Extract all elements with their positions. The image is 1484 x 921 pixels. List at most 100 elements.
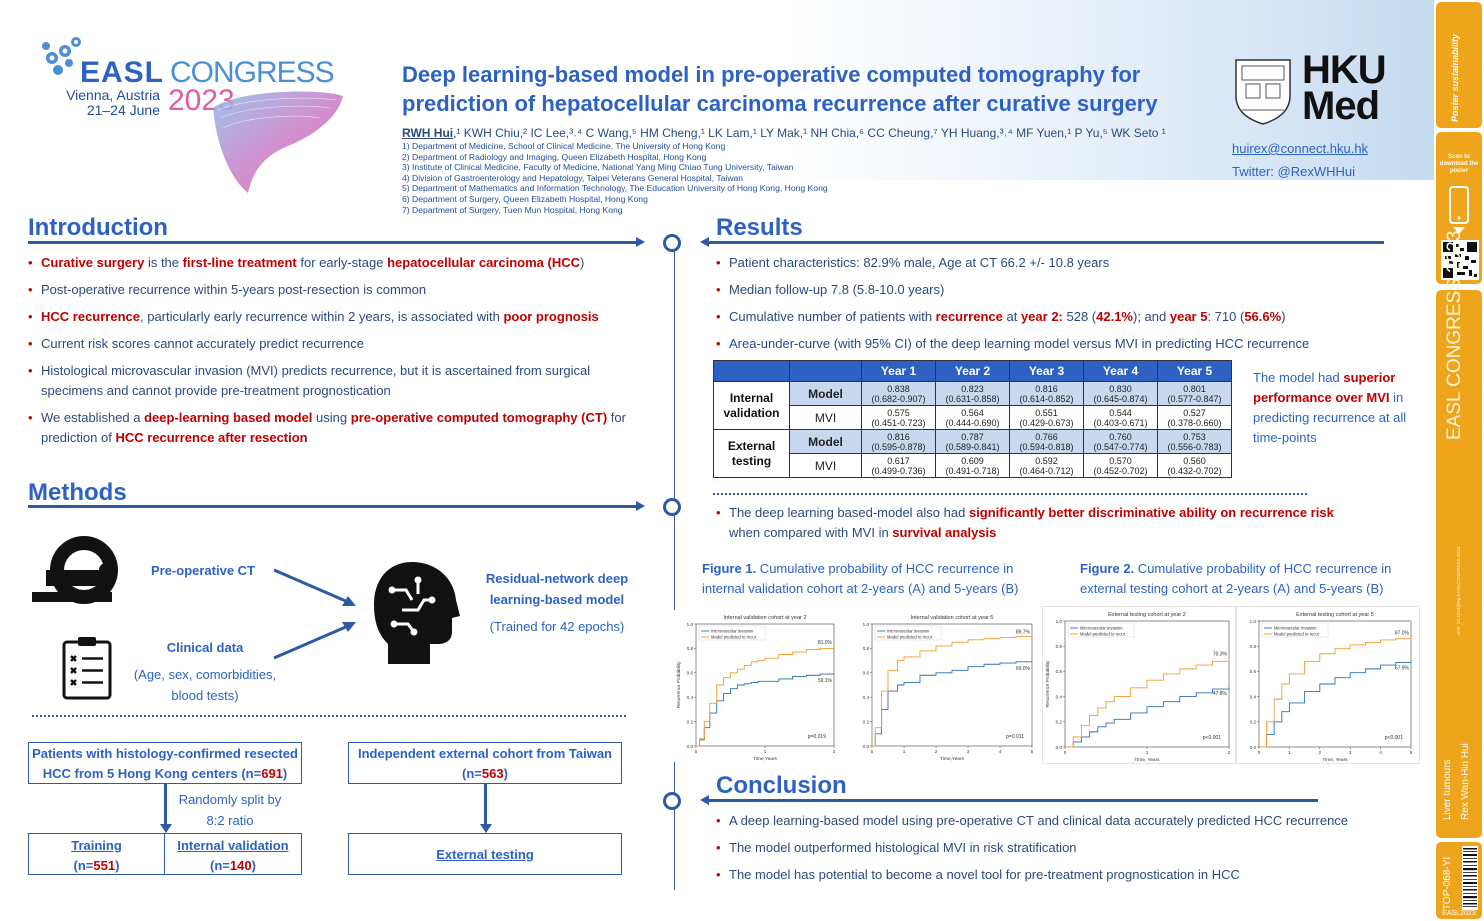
list-item: The model outperformed histological MVI …: [716, 838, 1356, 858]
table-cell: 0.766 (0.594-0.818): [1009, 429, 1084, 454]
qr-code-icon[interactable]: [1441, 240, 1479, 280]
y-tick-label: 0.0: [687, 744, 694, 749]
results-heading: Results: [716, 214, 803, 241]
data-label: 81.0%: [818, 640, 833, 646]
table-cell: 0.551 (0.429-0.673): [1009, 405, 1084, 430]
table-cell: 0.816 (0.614-0.852): [1009, 381, 1084, 406]
table-cell: 0.760 (0.547-0.774): [1083, 429, 1158, 454]
y-tick-label: 0.2: [863, 719, 870, 724]
list-item: HCC recurrence, particularly early recur…: [28, 307, 648, 327]
taiwan-cohort-box: Independent external cohort from Taiwan …: [348, 742, 622, 784]
column-header: Year 4: [1083, 360, 1158, 382]
table-cell: 0.564 (0.444-0.690): [935, 405, 1010, 430]
series-line: [696, 673, 835, 747]
section-rule: [28, 241, 642, 244]
hk-cohort-box: Patients with histology-confirmed resect…: [28, 742, 302, 784]
sustainability-text: Poster sustainability: [1450, 33, 1460, 122]
logo-city: Vienna, Austria: [66, 87, 160, 103]
list-item: Patient characteristics: 82.9% male, Age…: [716, 253, 1376, 273]
x-tick-label: 4: [1379, 750, 1382, 755]
section-rule: [708, 241, 1384, 244]
y-tick-label: 0.6: [687, 671, 694, 676]
x-tick-label: 4: [999, 749, 1002, 754]
first-author: RWH Hui: [402, 126, 454, 140]
section-rule: [708, 799, 1318, 802]
hku-line: HKU: [1302, 48, 1387, 92]
co-authors: ,¹ KWH Chiu,² IC Lee,³˒⁴ C Wang,⁵ HM Che…: [453, 126, 1166, 140]
p-value-label: p<0.001: [1203, 735, 1221, 741]
x-tick-label: 3: [967, 749, 970, 754]
table-header-row: Year 1 Year 2 Year 3 Year 4 Year 5: [713, 360, 1232, 382]
affiliation: 3) Institute of Clinical Medicine, Facul…: [402, 162, 794, 173]
table-header-empty: [789, 360, 862, 382]
x-axis-label: Time,Years: [940, 756, 965, 762]
med-line: Med: [1302, 84, 1380, 128]
y-tick-label: 0.4: [1056, 694, 1063, 699]
easl-congress-logo: EASL CONGRESS Vienna, Austria 21–24 June…: [38, 32, 348, 202]
legend-entry: Model predicted to recur: [887, 635, 933, 640]
split-label: Randomly split by 8:2 ratio: [178, 792, 282, 828]
column-header: Year 5: [1157, 360, 1232, 382]
poster-code: TOP-068-YI: [1442, 856, 1453, 910]
methods-heading: Methods: [28, 479, 127, 506]
y-tick-label: 0.6: [1056, 669, 1063, 674]
y-tick-label: 0.0: [863, 744, 870, 749]
table-row: MVI 0.575 (0.451-0.723) 0.564 (0.444-0.690…: [714, 405, 1232, 430]
legend-entry: Model predicted to recur: [711, 635, 757, 640]
external-testing-box: External testing: [348, 833, 622, 875]
chart-title: External testing cohort at year 5: [1296, 612, 1374, 618]
affiliation: 2) Department of Radiology and Imaging, …: [402, 151, 707, 162]
x-tick-label: 5: [1031, 749, 1034, 754]
list-item: Median follow-up 7.8 (5.8-10.0 years): [716, 280, 1376, 300]
legend-box: [874, 625, 942, 641]
y-tick-label: 0.4: [687, 695, 694, 700]
hku-med-logo: HKU Med: [1302, 48, 1387, 128]
p-value-label: p=0.019: [808, 734, 826, 740]
legend-entry: Microvascular Invasion: [1274, 626, 1317, 631]
logo-congress: CONGRESS: [170, 56, 335, 89]
sustainability-block: Poster sustainability: [1436, 2, 1482, 128]
arrow-right-icon: [636, 237, 645, 247]
introduction-heading: Introduction: [28, 214, 168, 241]
data-label: 59.1%: [818, 678, 833, 684]
arrow-left-icon: [700, 237, 709, 247]
ct-label: Pre-operative CT: [150, 563, 256, 578]
row-label: MVI: [789, 405, 862, 430]
figure-2-caption: Figure 2. Cumulative probability of HCC …: [1080, 561, 1392, 596]
legend-box: [1261, 622, 1329, 638]
hku-crest-icon: [1235, 59, 1291, 125]
clinical-data-label: Clinical data: [166, 640, 244, 655]
x-tick-label: 0: [1064, 750, 1067, 755]
column-header: Year 2: [935, 360, 1010, 382]
table-cell: 0.801 (0.577-0.847): [1157, 381, 1232, 406]
contact-email-link[interactable]: huirex@connect.hku.hk: [1232, 141, 1369, 156]
list-item: A deep learning-based model using pre-op…: [716, 811, 1356, 831]
table-cell: 0.560 (0.432-0.702): [1157, 453, 1232, 478]
affiliation: 5) Department of Mathematics and Informa…: [402, 183, 828, 194]
y-tick-label: 0.8: [1056, 644, 1063, 649]
row-label: Model: [789, 429, 862, 454]
table-cell: 0.575 (0.451-0.723): [861, 405, 936, 430]
y-tick-label: 0.8: [1250, 644, 1257, 649]
download-block[interactable]: Scan to download the poster: [1436, 132, 1482, 284]
table-header-empty: [713, 360, 790, 382]
timeline-node-icon: [663, 792, 681, 810]
series-line: [1065, 658, 1230, 748]
superior-performance-note: The model had superior performance over …: [1253, 370, 1407, 445]
x-tick-label: 2: [1228, 750, 1231, 755]
row-label: MVI: [789, 453, 862, 478]
clipboard-checklist-icon: [62, 637, 112, 700]
list-item: Curative surgery is the first-line treat…: [28, 253, 648, 273]
legend-box: [698, 625, 766, 641]
right-sidebar: Poster sustainability Scan to download t…: [1434, 0, 1484, 921]
table-row: MVI 0.617 (0.499-0.736) 0.609 (0.491-0.718…: [714, 453, 1232, 478]
congress-block: EASL CONGRESS 2023 DOI: 10.1016/jhep.EAS…: [1436, 231, 1482, 838]
twitter-handle: Twitter: @RexWHHui: [1232, 164, 1355, 179]
x-tick-label: 2: [1319, 750, 1322, 755]
x-axis-label: Time, Years: [1134, 757, 1160, 763]
y-tick-label: 1.0: [1250, 619, 1257, 624]
list-item: The deep learning based-model also had s…: [716, 503, 1336, 543]
ai-brain-icon: [374, 562, 460, 664]
table-cell: 0.617 (0.499-0.736): [861, 453, 936, 478]
column-divider: [674, 250, 675, 890]
